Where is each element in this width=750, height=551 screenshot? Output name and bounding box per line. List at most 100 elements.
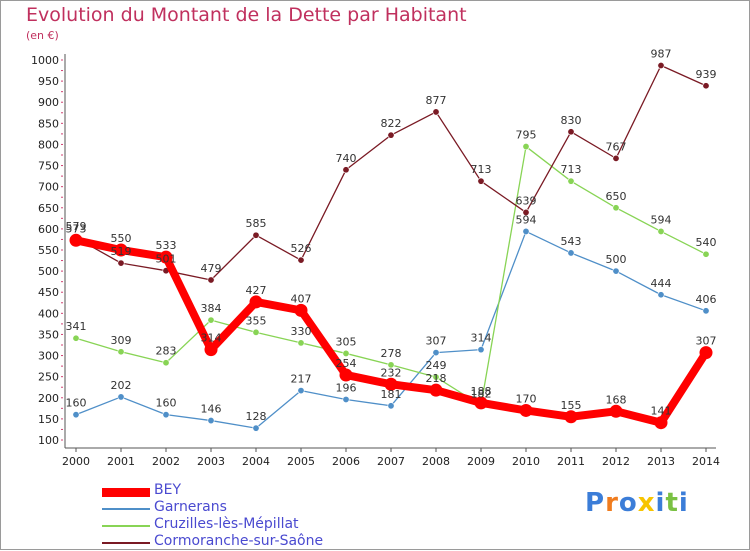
data-point	[432, 108, 440, 116]
data-label: 639	[516, 194, 537, 207]
data-label: 987	[651, 47, 672, 60]
data-label: 406	[696, 293, 717, 306]
x-tick-label: 2013	[647, 455, 675, 468]
y-tick-label: 450	[38, 286, 59, 299]
y-tick-label: 900	[38, 96, 59, 109]
data-label: 650	[606, 190, 627, 203]
data-point	[117, 259, 125, 267]
data-label: 550	[111, 232, 132, 245]
data-point	[567, 249, 575, 257]
data-point	[477, 177, 485, 185]
y-tick-label: 350	[38, 328, 59, 341]
data-point	[654, 416, 668, 430]
logo-letter: x	[637, 488, 656, 518]
y-tick-label: 800	[38, 138, 59, 151]
data-point	[429, 383, 443, 397]
data-label: 501	[156, 253, 177, 266]
data-point	[567, 128, 575, 136]
data-point	[297, 256, 305, 264]
data-point	[252, 328, 260, 336]
data-label: 155	[561, 399, 582, 412]
data-label: 540	[696, 236, 717, 249]
data-label: 146	[201, 403, 222, 416]
data-label: 217	[291, 373, 312, 386]
legend-label: Cruzilles-lès-Mépillat	[154, 516, 299, 532]
data-point	[294, 303, 308, 317]
data-label: 740	[336, 152, 357, 165]
data-point	[387, 402, 395, 410]
data-point	[207, 417, 215, 425]
data-label: 196	[336, 381, 357, 394]
y-tick-label: 250	[38, 371, 59, 384]
y-tick-label: 500	[38, 265, 59, 278]
legend-swatch	[102, 487, 150, 497]
y-tick-label: 150	[38, 413, 59, 426]
legend-swatch	[102, 508, 150, 510]
data-label: 307	[696, 335, 717, 348]
data-point	[252, 424, 260, 432]
data-label: 519	[111, 245, 132, 258]
data-point	[69, 233, 83, 247]
x-tick-label: 2005	[287, 455, 315, 468]
data-point	[474, 396, 488, 410]
data-point	[339, 368, 353, 382]
data-label: 594	[516, 213, 537, 226]
logo-letter: i	[678, 488, 689, 518]
data-point	[702, 250, 710, 258]
data-point	[297, 387, 305, 395]
chart-unit-label: (en €)	[26, 29, 59, 42]
data-point	[432, 373, 440, 381]
chart-title: Evolution du Montant de la Dette par Hab…	[26, 4, 467, 26]
y-tick-label: 100	[38, 434, 59, 447]
data-label: 427	[246, 284, 267, 297]
data-label: 822	[381, 117, 402, 130]
data-label: 500	[606, 253, 627, 266]
legend-item: Cruzilles-lès-Mépillat	[102, 516, 362, 534]
data-point	[114, 243, 128, 257]
data-label: 479	[201, 262, 222, 275]
data-label: 594	[651, 213, 672, 226]
data-point	[612, 267, 620, 275]
data-label: 168	[606, 393, 627, 406]
data-point	[72, 334, 80, 342]
data-label: 767	[606, 140, 627, 153]
data-label: 314	[471, 332, 492, 345]
y-tick-label: 550	[38, 244, 59, 257]
data-point	[702, 82, 710, 90]
data-label: 939	[696, 68, 717, 81]
y-tick-label: 700	[38, 181, 59, 194]
logo-letter: P	[585, 488, 606, 518]
x-tick-label: 2001	[107, 455, 135, 468]
y-tick-label: 300	[38, 350, 59, 363]
data-label: 526	[291, 242, 312, 255]
data-point	[702, 307, 710, 315]
logo-letter: r	[605, 488, 619, 518]
x-tick-label: 2008	[422, 455, 450, 468]
data-label: 160	[66, 397, 87, 410]
x-tick-label: 2004	[242, 455, 270, 468]
data-point	[564, 410, 578, 424]
data-point	[297, 339, 305, 347]
data-point	[72, 411, 80, 419]
data-point	[432, 349, 440, 357]
x-tick-label: 2000	[62, 455, 90, 468]
data-point	[117, 393, 125, 401]
data-label: 573	[66, 222, 87, 235]
legend-item: BEY	[102, 482, 362, 500]
data-label: 182	[471, 387, 492, 400]
data-point	[522, 208, 530, 216]
legend-swatch	[102, 525, 150, 527]
logo-letter: t	[665, 488, 679, 518]
x-tick-label: 2006	[332, 455, 360, 468]
x-tick-label: 2011	[557, 455, 585, 468]
x-tick-label: 2012	[602, 455, 630, 468]
legend-item: Cormoranche-sur-Saône	[102, 533, 362, 551]
data-point	[207, 276, 215, 284]
data-point	[252, 231, 260, 239]
data-label: 128	[246, 410, 267, 423]
legend-swatch	[102, 542, 150, 544]
data-label: 160	[156, 397, 177, 410]
data-point	[519, 403, 533, 417]
data-label: 283	[156, 345, 177, 358]
data-label: 232	[381, 366, 402, 379]
